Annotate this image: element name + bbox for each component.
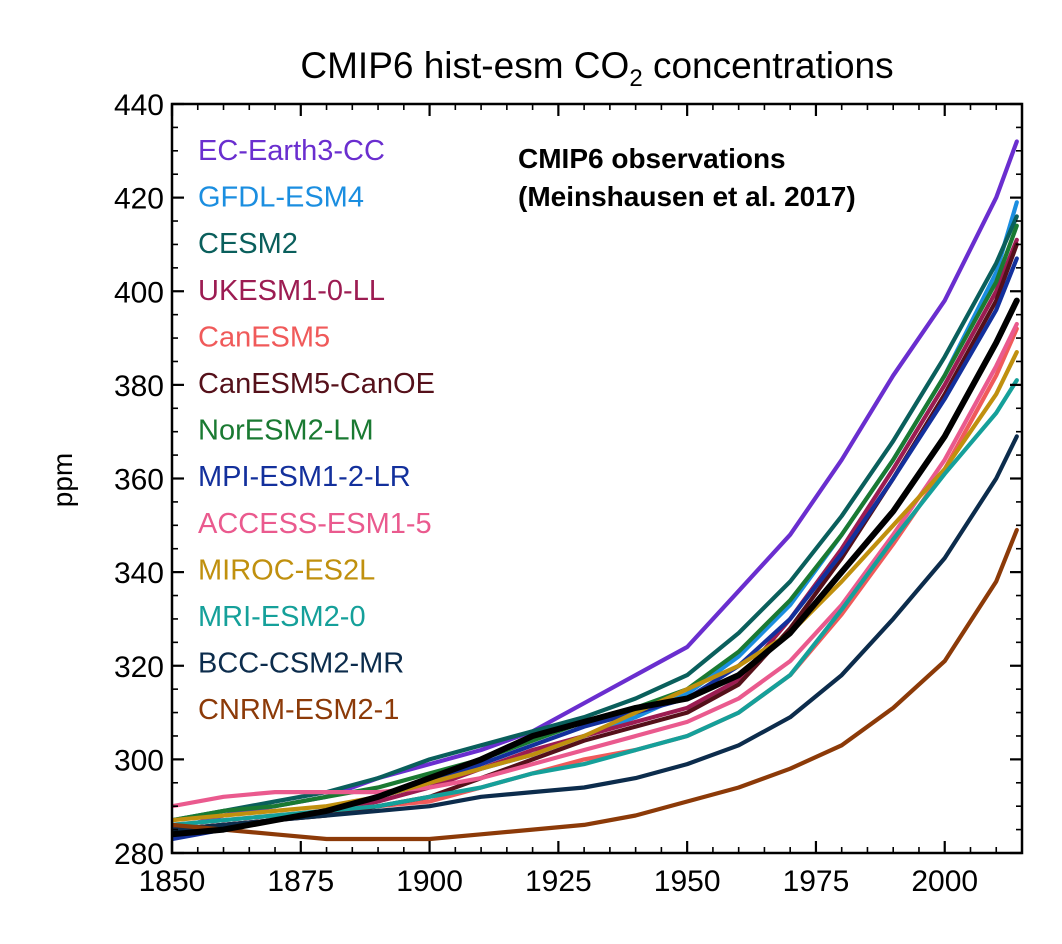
legend-entry: MPI-ESM1-2-LR xyxy=(198,461,411,493)
annotation: CMIP6 observations (Meinshausen et al. 2… xyxy=(518,143,856,212)
chart-title-subscript: 2 xyxy=(629,65,642,92)
legend-entry: GFDL-ESM4 xyxy=(198,182,364,214)
legend-entry: MRI-ESM2-0 xyxy=(198,601,366,633)
legend-entry: EC-Earth3-CC xyxy=(198,135,385,167)
legend-entry: BCC-CSM2-MR xyxy=(198,648,404,680)
y-tick-label: 360 xyxy=(114,464,164,497)
x-tick-label: 1950 xyxy=(654,865,721,898)
legend-entry: CanESM5 xyxy=(198,321,330,353)
legend-entry: MIROC-ES2L xyxy=(198,554,375,586)
y-tick-label: 300 xyxy=(114,744,164,777)
chart-title-suffix: concentrations xyxy=(643,45,894,86)
y-tick-label: 420 xyxy=(114,183,164,216)
plot-frame xyxy=(170,102,1024,855)
legend-entry: CESM2 xyxy=(198,228,298,260)
series-line-bcc-csm2-mr xyxy=(172,434,1019,832)
y-tick-label: 340 xyxy=(114,557,164,590)
x-tick-label: 1900 xyxy=(396,865,463,898)
y-axis-label: ppm xyxy=(47,453,78,507)
x-tick-label: 1925 xyxy=(525,865,592,898)
svg-text:CMIP6 hist-esm CO2 concentrati: CMIP6 hist-esm CO2 concentrations xyxy=(300,45,893,92)
series-line-access-esm1-5 xyxy=(172,321,1019,809)
y-tick-label: 440 xyxy=(114,89,164,122)
y-tick-label: 380 xyxy=(114,370,164,403)
series-line-observations xyxy=(172,297,1020,838)
legend: EC-Earth3-CC GFDL-ESM4 CESM2 UKESM1-0-LL Can… xyxy=(198,135,435,726)
series-line-cnrm-esm2-1 xyxy=(172,527,1019,842)
series-line-miroc-es2l xyxy=(172,350,1019,823)
annotation-line-1: CMIP6 observations xyxy=(518,143,786,174)
tick-layer: 1850 1875 1900 1925 1950 1975 2000 280 300 320 340… xyxy=(114,89,1022,898)
chart-title: CMIP6 hist-esm CO2 concentrations xyxy=(300,45,893,92)
x-tick-label: 1875 xyxy=(267,865,334,898)
x-tick-label: 1850 xyxy=(139,865,206,898)
legend-entry: UKESM1-0-LL xyxy=(198,275,385,307)
legend-entry: CNRM-ESM2-1 xyxy=(198,694,399,726)
series-layer xyxy=(172,139,1020,842)
y-tick-label: 280 xyxy=(114,838,164,871)
legend-entry: CanESM5-CanOE xyxy=(198,368,435,400)
legend-entry: ACCESS-ESM1-5 xyxy=(198,508,432,540)
x-tick-label: 2000 xyxy=(911,865,978,898)
legend-entry: NorESM2-LM xyxy=(198,415,374,447)
y-tick-label: 400 xyxy=(114,276,164,309)
y-tick-label: 320 xyxy=(114,651,164,684)
annotation-line-2: (Meinshausen et al. 2017) xyxy=(518,181,856,212)
chart-title-main: CMIP6 hist-esm CO xyxy=(300,45,629,86)
x-tick-label: 1975 xyxy=(783,865,850,898)
